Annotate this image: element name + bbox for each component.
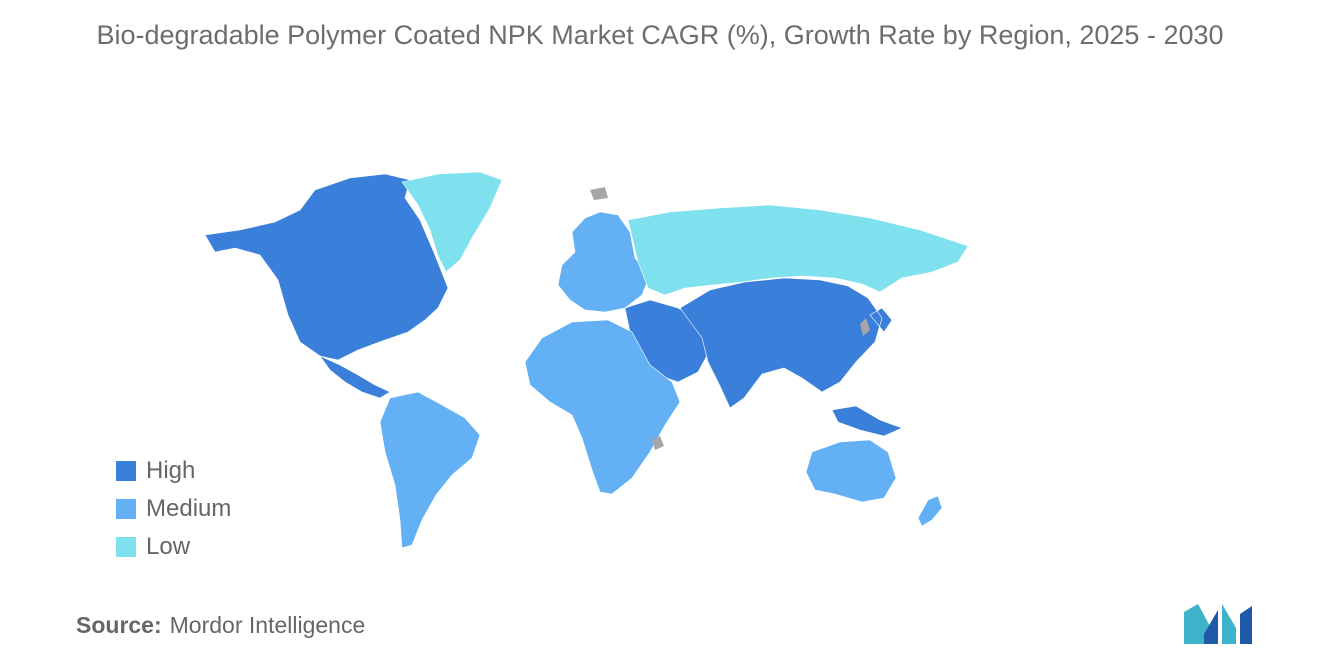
legend-label-low: Low — [146, 533, 191, 560]
region-africa — [524, 319, 681, 495]
no-data-area — [860, 318, 870, 336]
world-map — [204, 171, 969, 549]
no-data-area — [590, 187, 608, 200]
region-new-zealand — [917, 495, 943, 527]
legend-swatch-low — [116, 537, 136, 557]
legend-label-medium: Medium — [146, 495, 232, 522]
region-north-america — [204, 173, 449, 361]
legend-swatch-medium — [116, 499, 136, 519]
mordor-intelligence-logo-icon — [1184, 604, 1252, 644]
region-central-america — [319, 355, 391, 399]
legend-item-medium: Medium — [116, 490, 231, 528]
legend-label-high: High — [146, 457, 196, 484]
region-russia — [627, 204, 969, 296]
source-value: Mordor Intelligence — [169, 612, 366, 638]
region-south-america — [379, 391, 481, 549]
legend-item-high: High — [116, 452, 231, 490]
legend: High Medium Low — [116, 452, 231, 566]
source-label: Source: — [76, 612, 162, 638]
region-asia-pacific — [679, 277, 903, 437]
region-greenland — [401, 171, 503, 273]
region-australia — [805, 439, 897, 503]
chart-title: Bio-degradable Polymer Coated NPK Market… — [96, 20, 1224, 50]
source-attribution: Source: Mordor Intelligence — [76, 612, 365, 639]
region-europe — [557, 211, 651, 313]
no-data-area — [652, 436, 664, 450]
legend-item-low: Low — [116, 528, 231, 566]
legend-swatch-high — [116, 461, 136, 481]
